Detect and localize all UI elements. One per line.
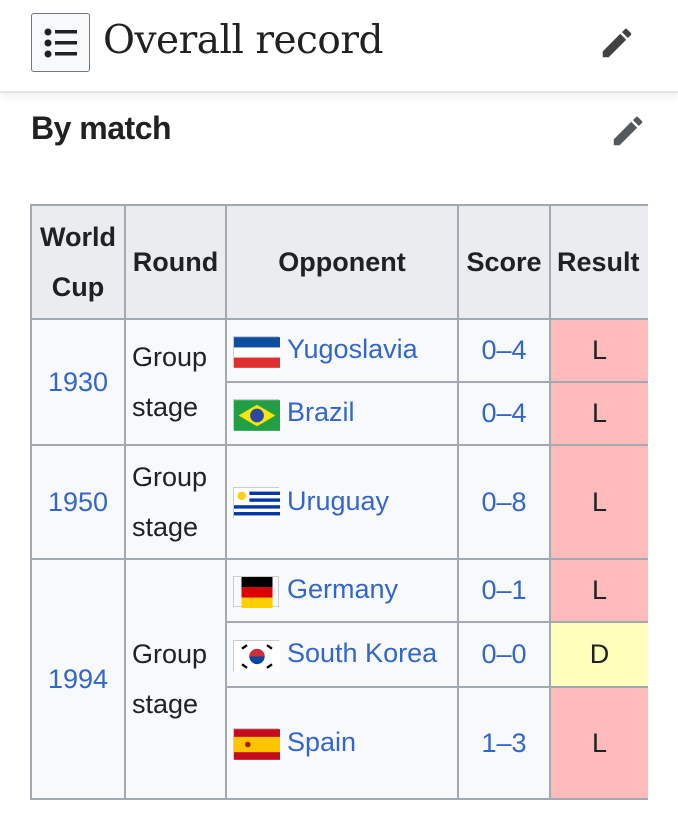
world-cup-year[interactable]: 1994: [30, 558, 126, 800]
opponent-link[interactable]: Brazil: [287, 397, 355, 428]
header-round: Round: [124, 204, 227, 320]
round-cell: Group stage: [124, 444, 227, 560]
south-korea-flag-icon: [233, 639, 280, 672]
opponent-cell: Yugoslavia: [225, 318, 459, 383]
score-cell[interactable]: 0–4: [457, 381, 551, 446]
world-cup-year[interactable]: 1950: [30, 444, 126, 560]
table-row: 1950 Group stage Uruguay 0–8 L: [30, 444, 648, 560]
result-text: L: [591, 727, 608, 758]
round-cell: Group stage: [124, 318, 227, 446]
round-cell: Group stage: [124, 558, 227, 800]
opponent-link[interactable]: Uruguay: [287, 485, 390, 516]
toc-button[interactable]: [31, 13, 90, 72]
table-row: 1994 Group stage Germany 0–1 L: [30, 558, 648, 800]
table-row: Brazil 0–4 L: [31, 381, 648, 446]
score-cell[interactable]: 0–1: [457, 558, 551, 623]
section-header: Overall record: [0, 0, 678, 93]
opponent-link[interactable]: Spain: [287, 726, 357, 757]
score-cell[interactable]: 0–0: [457, 621, 551, 688]
result-cell: L: [549, 444, 648, 560]
score-link[interactable]: 0–4: [481, 335, 527, 365]
result-cell: L: [549, 686, 648, 800]
table-row: Spain 1–3 L: [31, 686, 648, 800]
list-icon: [44, 28, 77, 57]
germany-flag-icon: [233, 575, 279, 608]
opponent-link[interactable]: South Korea: [287, 638, 438, 669]
result-cell: D: [549, 621, 648, 688]
opponent-cell: Spain: [225, 686, 459, 800]
opponent-cell: South Korea: [225, 621, 459, 688]
year-link[interactable]: 1994: [47, 663, 109, 694]
score-cell[interactable]: 1–3: [457, 686, 551, 800]
result-text: L: [591, 575, 608, 605]
pencil-icon[interactable]: [609, 112, 647, 150]
year-link[interactable]: 1950: [47, 486, 109, 517]
page-title: Overall record: [103, 18, 383, 63]
opponent-cell: Germany: [225, 558, 459, 623]
score-link[interactable]: 0–4: [481, 398, 527, 428]
world-cup-year[interactable]: 1930: [30, 318, 126, 446]
score-cell[interactable]: 0–4: [457, 318, 551, 383]
subsection-title: By match: [31, 110, 172, 146]
pencil-icon[interactable]: [598, 24, 636, 62]
uruguay-flag-icon: [233, 487, 280, 520]
header-score: Score: [457, 204, 551, 320]
record-table-container[interactable]: World Cup Round Opponent Score Result 19…: [30, 204, 648, 800]
score-link[interactable]: 0–0: [481, 639, 527, 669]
header-world-cup: World Cup: [30, 204, 126, 320]
spain-flag-icon: [233, 728, 280, 761]
score-cell[interactable]: 0–8: [457, 444, 551, 560]
result-text: L: [591, 398, 608, 428]
year-link[interactable]: 1930: [47, 366, 109, 397]
result-text: L: [591, 486, 608, 517]
record-table: World Cup Round Opponent Score Result 19…: [30, 204, 648, 800]
result-cell: L: [549, 381, 648, 446]
opponent-cell: Uruguay: [225, 444, 459, 560]
score-link[interactable]: 0–8: [481, 486, 527, 517]
result-cell: L: [549, 558, 648, 623]
table-row: South Korea 0–0 D: [31, 621, 648, 688]
brazil-flag-icon: [233, 398, 280, 431]
score-link[interactable]: 0–1: [481, 575, 527, 605]
opponent-link[interactable]: Yugoslavia: [287, 334, 418, 365]
header-opponent: Opponent: [225, 204, 459, 320]
opponent-cell: Brazil: [225, 381, 459, 446]
result-cell: L: [549, 318, 648, 383]
header-result: Result: [549, 204, 648, 320]
opponent-link[interactable]: Germany: [287, 574, 399, 605]
table-row: 1930 Group stage Yugoslavia 0–4 L: [30, 318, 648, 446]
score-link[interactable]: 1–3: [481, 727, 527, 758]
result-text: D: [589, 639, 610, 669]
result-text: L: [591, 335, 608, 365]
yugoslavia-flag-icon: [233, 335, 280, 368]
